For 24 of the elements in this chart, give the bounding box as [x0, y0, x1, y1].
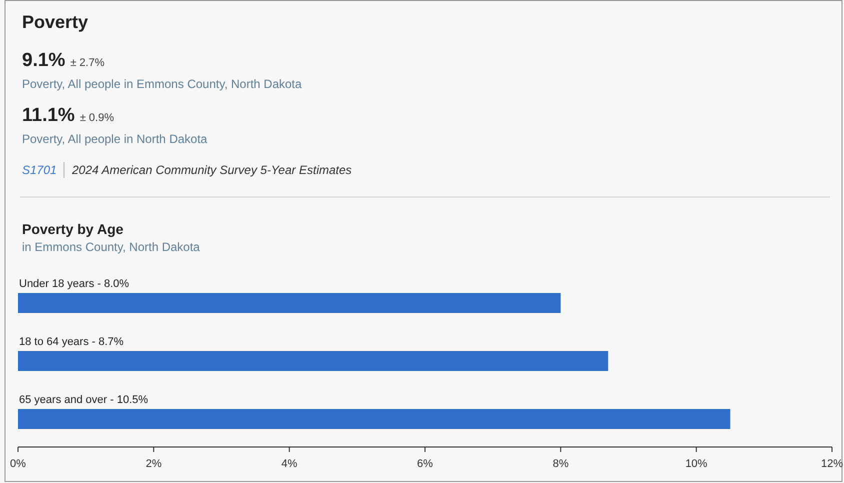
- text: 9.1%: [22, 50, 66, 71]
- text: Poverty, All people in Emmons County, North Dakota: [22, 77, 302, 91]
- text: ± 0.9%: [80, 112, 114, 124]
- text: S1701: [22, 163, 57, 177]
- x-tick-label: 6%: [417, 458, 434, 470]
- category-label: Under 18 years - 8.0%: [19, 278, 130, 290]
- bar: [18, 409, 730, 429]
- text: Poverty: [22, 12, 88, 32]
- category-label: 18 to 64 years - 8.7%: [19, 336, 124, 348]
- x-tick-label: 4%: [281, 458, 298, 470]
- x-tick-label: 0%: [10, 458, 26, 470]
- bar: [18, 351, 608, 371]
- text: ± 2.7%: [70, 57, 105, 69]
- text: Poverty, All people in North Dakota: [22, 132, 208, 146]
- x-tick-label: 8%: [552, 458, 569, 470]
- text: 2024 American Community Survey 5-Year Estimates: [71, 163, 352, 177]
- category-label: 65 years and over - 10.5%: [19, 394, 148, 406]
- x-tick-label: 10%: [685, 458, 708, 470]
- x-tick-label: 2%: [146, 458, 162, 470]
- chart-subtitle: in Emmons County, North Dakota: [22, 240, 200, 254]
- text: 11.1%: [22, 105, 75, 126]
- x-tick-label: 12%: [820, 458, 844, 470]
- bar: [18, 293, 561, 313]
- chart-title: Poverty by Age: [22, 221, 124, 237]
